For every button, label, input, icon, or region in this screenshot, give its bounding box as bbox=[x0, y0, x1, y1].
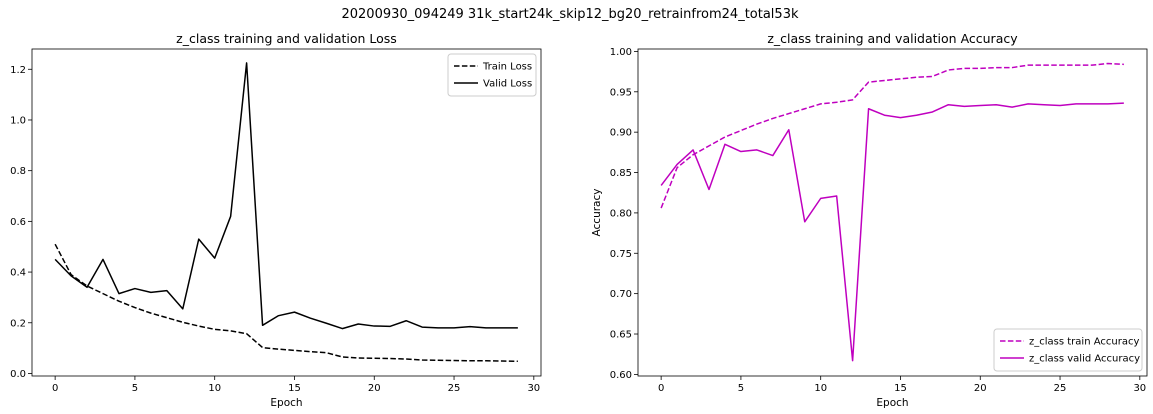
x-tick-label: 25 bbox=[448, 383, 461, 394]
y-tick-label: 0.4 bbox=[10, 268, 26, 279]
y-tick-label: 0.8 bbox=[10, 166, 26, 177]
y-tick-label: 0.85 bbox=[610, 168, 632, 179]
y-tick-label: 0.80 bbox=[610, 208, 632, 219]
chart-title: z_class training and validation Accuracy bbox=[767, 31, 1018, 46]
plot-frame bbox=[31, 48, 542, 377]
y-tick-label: 1.0 bbox=[10, 115, 26, 126]
accuracy-chart: z_class training and validation Accuracy… bbox=[591, 31, 1148, 409]
x-tick-label: 20 bbox=[368, 383, 381, 394]
x-tick-label: 5 bbox=[132, 383, 138, 394]
x-tick-label: 5 bbox=[738, 383, 744, 394]
x-tick-label: 10 bbox=[814, 383, 827, 394]
legend-box bbox=[993, 328, 1143, 372]
y-tick-label: 0.90 bbox=[610, 128, 632, 139]
series-line-1 bbox=[54, 62, 518, 330]
legend-label-0: Train Loss bbox=[482, 62, 532, 73]
chart-title: z_class training and validation Loss bbox=[176, 31, 397, 46]
y-tick-label: 1.00 bbox=[610, 47, 632, 58]
series-line-0 bbox=[54, 243, 518, 363]
x-tick-label: 30 bbox=[1133, 383, 1146, 394]
loss-chart: z_class training and validation Loss 0 5 10… bbox=[10, 31, 542, 409]
legend-label-1: z_class valid Accuracy bbox=[1029, 354, 1140, 365]
y-tick-label: 0.6 bbox=[10, 217, 26, 228]
y-tick-label: 1.2 bbox=[10, 65, 26, 76]
x-tick-label: 10 bbox=[208, 383, 221, 394]
plot-frame bbox=[637, 48, 1148, 377]
y-tick-label: 0.65 bbox=[610, 330, 632, 341]
series-line-1 bbox=[660, 102, 1124, 362]
x-axis-label: Epoch bbox=[876, 397, 908, 409]
x-tick-label: 30 bbox=[527, 383, 540, 394]
x-tick-label: 15 bbox=[288, 383, 301, 394]
y-tick-label: 0.75 bbox=[610, 249, 632, 260]
legend: Train Loss Valid Loss bbox=[447, 53, 537, 97]
y-tick-label: 0.2 bbox=[10, 318, 26, 329]
x-tick-label: 20 bbox=[974, 383, 987, 394]
y-tick-label: 0.70 bbox=[610, 289, 632, 300]
x-tick-label: 0 bbox=[658, 383, 664, 394]
y-tick-label: 0.60 bbox=[610, 370, 632, 381]
x-tick-label: 15 bbox=[894, 383, 907, 394]
legend: z_class train Accuracy z_class valid Accu… bbox=[993, 328, 1143, 372]
figure-suptitle: 20200930_094249 31k_start24k_skip12_bg20… bbox=[341, 7, 798, 22]
legend-box bbox=[447, 53, 537, 97]
x-axis-label: Epoch bbox=[270, 397, 302, 409]
y-tick-label: 0.95 bbox=[610, 87, 632, 98]
y-axis-label: Accuracy bbox=[591, 189, 603, 237]
legend-label-1: Valid Loss bbox=[483, 79, 532, 90]
x-tick-label: 0 bbox=[52, 383, 58, 394]
y-tick-label: 0.0 bbox=[10, 369, 26, 380]
series-line-0 bbox=[660, 62, 1124, 209]
legend-label-0: z_class train Accuracy bbox=[1029, 337, 1139, 348]
x-tick-label: 25 bbox=[1054, 383, 1067, 394]
